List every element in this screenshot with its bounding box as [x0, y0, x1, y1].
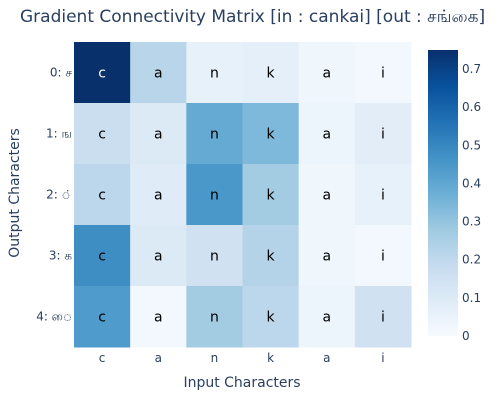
cell-label-r3-c3: k	[267, 249, 276, 265]
cell-label-r4-c3: k	[267, 310, 276, 326]
y-tick-label-4: 4: ை	[36, 310, 72, 324]
heatmap-cell-r1-c5	[354, 103, 412, 165]
chart-title: Gradient Connectivity Matrix [in : canka…	[20, 7, 485, 27]
colorbar-tick-7: 0.7	[462, 62, 481, 76]
heatmap-cell-r4-c2	[186, 286, 243, 348]
heatmap-cell-r1-c1	[130, 103, 187, 165]
x-axis-title: Input Characters	[183, 375, 300, 391]
colorbar-tick-0: 0	[462, 329, 470, 343]
cell-label-r0-c4: a	[322, 66, 331, 82]
heatmap-cells	[74, 42, 412, 348]
heatmap-cell-r1-c4	[298, 103, 356, 165]
x-tick-label-2: n	[211, 351, 219, 365]
x-tick-label-0: c	[99, 351, 106, 365]
heatmap-cell-r4-c4	[298, 286, 356, 348]
cell-label-r3-c0: c	[98, 249, 106, 265]
heatmap-cell-r3-c3	[242, 225, 300, 287]
cell-label-r0-c2: n	[210, 66, 219, 82]
x-tick-label-3: k	[267, 351, 274, 365]
heatmap-cell-r2-c2	[186, 164, 243, 226]
heatmap-cell-r0-c4	[298, 42, 356, 104]
colorbar-tick-2: 0.2	[462, 253, 481, 267]
heatmap-cell-r3-c1	[130, 225, 187, 287]
cell-label-r1-c4: a	[322, 127, 331, 143]
heatmap-cell-r0-c5	[354, 42, 412, 104]
cell-label-r2-c0: c	[98, 188, 106, 204]
heatmap-cell-r3-c0	[74, 225, 131, 287]
heatmap-cell-r3-c5	[354, 225, 412, 287]
colorbar-tick-3: 0.3	[462, 215, 481, 229]
y-tick-label-3: 3: க	[49, 249, 72, 263]
colorbar-tick-6: 0.6	[462, 100, 481, 114]
cell-label-r4-c4: a	[322, 310, 331, 326]
cell-label-r3-c1: a	[154, 249, 163, 265]
cell-label-r1-c5: i	[381, 127, 385, 143]
cell-label-r4-c0: c	[98, 310, 106, 326]
cell-label-r4-c1: a	[154, 310, 163, 326]
cell-label-r3-c2: n	[210, 249, 219, 265]
x-tick-label-5: i	[381, 351, 384, 365]
heatmap-cell-r2-c0	[74, 164, 131, 226]
x-tick-label-1: a	[155, 351, 162, 365]
cell-label-r0-c1: a	[154, 66, 163, 82]
colorbar-tick-5: 0.5	[462, 138, 481, 152]
cell-label-r2-c1: a	[154, 188, 163, 204]
cell-label-r1-c2: n	[210, 127, 219, 143]
cell-label-r1-c1: a	[154, 127, 163, 143]
y-tick-label-2: 2: ்	[46, 188, 72, 202]
heatmap-cell-r0-c3	[242, 42, 300, 104]
heatmap-cell-r0-c0	[74, 42, 131, 104]
heatmap-cell-r3-c4	[298, 225, 356, 287]
cell-label-r2-c5: i	[381, 188, 385, 204]
heatmap-cell-r1-c2	[186, 103, 243, 165]
cell-label-r1-c0: c	[98, 127, 106, 143]
cell-label-r0-c0: c	[98, 66, 106, 82]
heatmap-cell-r0-c2	[186, 42, 243, 104]
heatmap-cell-labels: c a n k a i c a n k a i c a n k a i c a n k a i c a n k a i	[98, 66, 385, 326]
colorbar-tick-4: 0.4	[462, 176, 481, 190]
colorbar-ticks: 0 0.1 0.2 0.3 0.4 0.5 0.6 0.7	[462, 62, 481, 343]
cell-label-r3-c5: i	[381, 249, 385, 265]
heatmap-cell-r2-c1	[130, 164, 187, 226]
cell-label-r4-c5: i	[381, 310, 385, 326]
y-axis-ticks: 0: ச 1: ங 2: ் 3: க 4: ை	[36, 66, 72, 324]
cell-label-r0-c3: k	[267, 66, 276, 82]
heatmap-cell-r1-c3	[242, 103, 300, 165]
y-axis-title: Output Characters	[7, 128, 23, 258]
heatmap-cell-r2-c4	[298, 164, 356, 226]
colorbar	[428, 50, 458, 336]
cell-label-r4-c2: n	[210, 310, 219, 326]
heatmap-cell-r2-c3	[242, 164, 300, 226]
y-tick-label-0: 0: ச	[50, 66, 72, 80]
heatmap-cell-r4-c0	[74, 286, 131, 348]
x-tick-label-4: a	[323, 351, 330, 365]
colorbar-tick-1: 0.1	[462, 291, 481, 305]
cell-label-r3-c4: a	[322, 249, 331, 265]
cell-label-r2-c3: k	[267, 188, 276, 204]
heatmap-cell-r3-c2	[186, 225, 243, 287]
cell-label-r2-c4: a	[322, 188, 331, 204]
cell-label-r2-c2: n	[210, 188, 219, 204]
heatmap-cell-r4-c5	[354, 286, 412, 348]
cell-label-r0-c5: i	[381, 66, 385, 82]
cell-label-r1-c3: k	[267, 127, 276, 143]
heatmap-cell-r4-c3	[242, 286, 300, 348]
heatmap-cell-r2-c5	[354, 164, 412, 226]
heatmap-cell-r4-c1	[130, 286, 187, 348]
heatmap-cell-r0-c1	[130, 42, 187, 104]
y-tick-label-1: 1: ங	[46, 127, 72, 141]
heatmap-cell-r1-c0	[74, 103, 131, 165]
